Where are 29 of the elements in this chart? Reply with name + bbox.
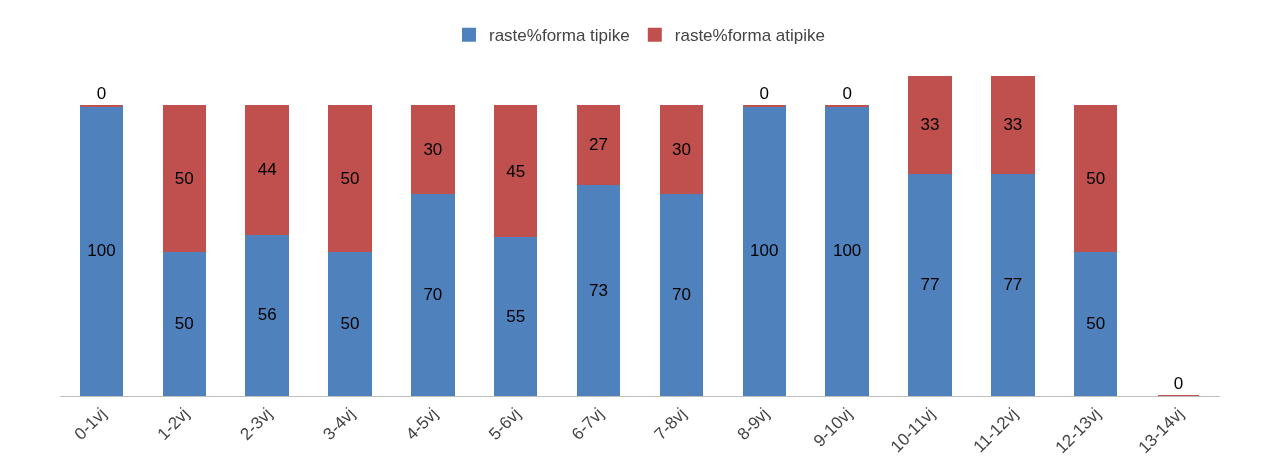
data-label: 73 [589, 280, 609, 300]
data-label: 50 [1086, 168, 1106, 188]
data-label: 0 [1173, 374, 1184, 393]
data-label: 50 [1086, 313, 1106, 333]
legend-label: raste%forma atipike [674, 26, 826, 46]
data-label: 44 [257, 160, 277, 180]
data-label: 0 [759, 83, 770, 103]
data-label: 100 [87, 241, 116, 261]
data-label: 77 [1003, 274, 1023, 294]
data-label: 70 [423, 284, 443, 304]
data-label: 33 [1003, 115, 1023, 135]
data-label: 55 [506, 306, 526, 326]
data-label: 30 [423, 139, 443, 159]
data-label: 50 [340, 168, 360, 188]
data-label: 77 [920, 274, 940, 294]
data-label: 70 [671, 284, 691, 304]
data-label: 50 [174, 168, 194, 188]
data-label: 33 [920, 115, 940, 135]
data-label: 50 [340, 313, 360, 333]
data-label: 56 [257, 305, 277, 325]
data-label: 30 [671, 139, 691, 159]
data-label: 50 [174, 313, 194, 333]
data-label: 45 [506, 161, 526, 181]
data-label: 100 [750, 241, 779, 261]
data-label: 27 [589, 135, 609, 155]
legend-label: raste%forma tipike [489, 26, 630, 46]
data-label: 100 [832, 241, 862, 261]
data-label: 0 [842, 83, 852, 103]
data-label: 0 [96, 83, 107, 103]
